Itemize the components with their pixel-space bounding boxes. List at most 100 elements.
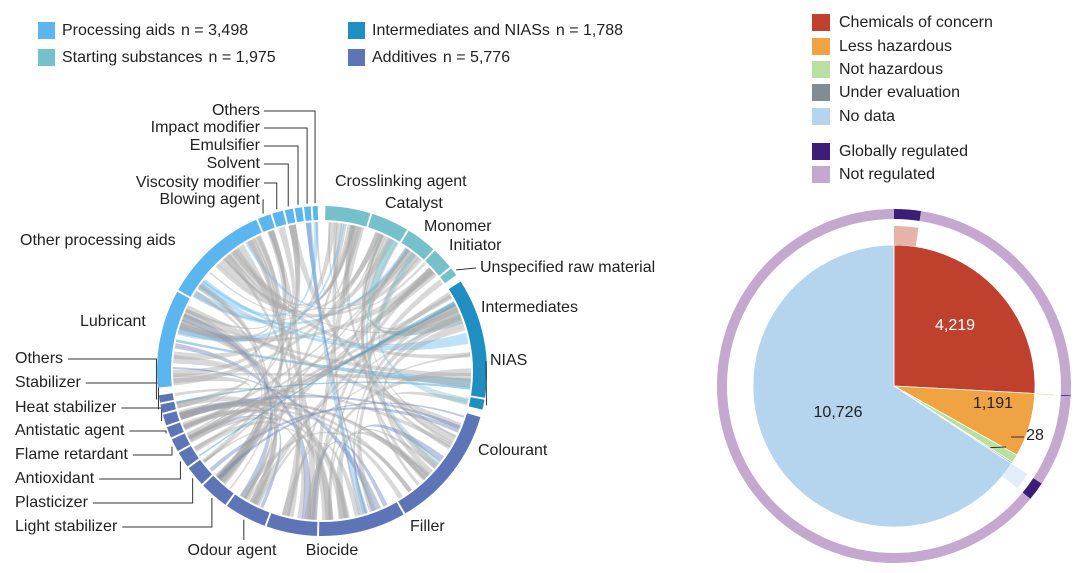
leader-line	[264, 145, 299, 205]
ribbon	[202, 224, 301, 463]
segment-arc	[294, 207, 304, 223]
ribbon	[368, 252, 420, 486]
ribbon	[173, 355, 249, 409]
ribbon	[245, 241, 411, 310]
ribbon	[353, 424, 445, 514]
legend-label: Not regulated	[839, 166, 935, 183]
ribbon	[173, 372, 471, 387]
segment-label: Solvent	[207, 155, 261, 172]
segment-label: Plasticizer	[15, 494, 89, 511]
leader-line	[264, 182, 278, 210]
legend-label: Less hazardous	[839, 38, 952, 55]
legend-label: Under evaluation	[839, 84, 960, 101]
ribbon	[236, 244, 316, 520]
segment-label: Flame retardant	[15, 446, 128, 463]
segment-arc	[178, 445, 199, 467]
segment-arc	[166, 422, 184, 438]
ribbon	[187, 294, 453, 440]
ribbon	[193, 303, 457, 451]
ribbon	[173, 375, 251, 431]
ribbon	[357, 313, 463, 513]
segment-arc	[318, 502, 404, 536]
leader-line	[264, 163, 289, 207]
segment-label: Emulsifier	[190, 137, 261, 154]
legend-swatch	[812, 14, 830, 31]
leader-line	[121, 407, 163, 421]
segment-arc	[448, 281, 487, 398]
regulated-highlight	[894, 226, 919, 247]
ribbon	[224, 226, 295, 308]
leader-line	[264, 127, 308, 204]
segment-arc	[178, 219, 262, 297]
ribbon	[179, 319, 334, 520]
legend-swatch	[812, 143, 830, 160]
regulated-highlight	[1002, 463, 1028, 489]
ribbon	[179, 401, 429, 480]
ribbon	[194, 290, 267, 482]
leader-line	[92, 478, 194, 504]
segment-label: Impact modifier	[151, 119, 261, 136]
legend-swatch	[812, 38, 830, 55]
segment-label: Odour agent	[188, 542, 278, 559]
ribbon	[202, 278, 467, 346]
legend-label: Processing aids	[62, 22, 175, 39]
segment-arc	[440, 268, 457, 284]
ribbon	[305, 222, 369, 515]
ribbon	[188, 229, 287, 438]
segment-arc	[401, 230, 434, 260]
segment-arc	[156, 291, 190, 388]
pie-slice	[752, 244, 1013, 528]
legend-label: Additives	[372, 49, 437, 66]
ribbon	[197, 284, 469, 351]
legend-swatch	[812, 61, 830, 78]
value-label: 4,219	[935, 317, 975, 334]
leader-line	[132, 446, 173, 456]
segment-arc	[284, 208, 296, 224]
segment-label: Intermediates	[481, 299, 578, 316]
ribbon	[182, 409, 327, 520]
ribbon	[176, 381, 471, 405]
ring-arc	[1033, 476, 1043, 484]
ribbon	[217, 257, 422, 317]
ribbon	[183, 309, 278, 505]
ribbon	[332, 222, 362, 516]
legend-count: n = 1,975	[209, 49, 276, 66]
segment-label: Crosslinking agent	[335, 173, 467, 190]
segment-label: Others	[212, 102, 260, 119]
ribbon	[178, 402, 273, 500]
ribbon	[185, 230, 287, 330]
ribbon	[174, 387, 453, 448]
leader-line	[264, 110, 316, 204]
segment-arc	[158, 393, 174, 403]
ribbon	[231, 224, 355, 306]
legend-count: n = 1,788	[556, 22, 623, 39]
ribbon	[178, 235, 279, 340]
ring-arc	[717, 209, 1031, 564]
segment-arc	[227, 494, 270, 526]
segment-arc	[272, 210, 287, 228]
legend-label: Intermediates and NIASs	[372, 22, 550, 39]
leader-line	[262, 199, 264, 214]
ribbon	[367, 238, 464, 336]
ribbon	[311, 225, 365, 520]
ring-arc	[919, 211, 1071, 396]
ribbon	[342, 225, 384, 301]
segment-arc	[266, 513, 318, 536]
ribbon	[183, 313, 471, 381]
ring-arc	[1034, 467, 1049, 483]
segment-label: Biocide	[306, 542, 359, 559]
segment-arc	[468, 397, 485, 410]
segment-label: Heat stabilizer	[15, 399, 117, 416]
ribbon	[305, 222, 374, 512]
ribbon	[177, 223, 345, 342]
ribbon	[175, 339, 471, 388]
segment-arc	[257, 214, 275, 232]
ribbon	[328, 431, 431, 520]
ring-arc	[1039, 395, 1071, 473]
value-label: 10,726	[814, 404, 863, 421]
ribbon	[178, 399, 429, 477]
segment-arc	[162, 411, 180, 426]
segment-arc	[398, 413, 481, 514]
legend-count: n = 5,776	[443, 49, 510, 66]
segment-label: Blowing agent	[159, 191, 260, 208]
